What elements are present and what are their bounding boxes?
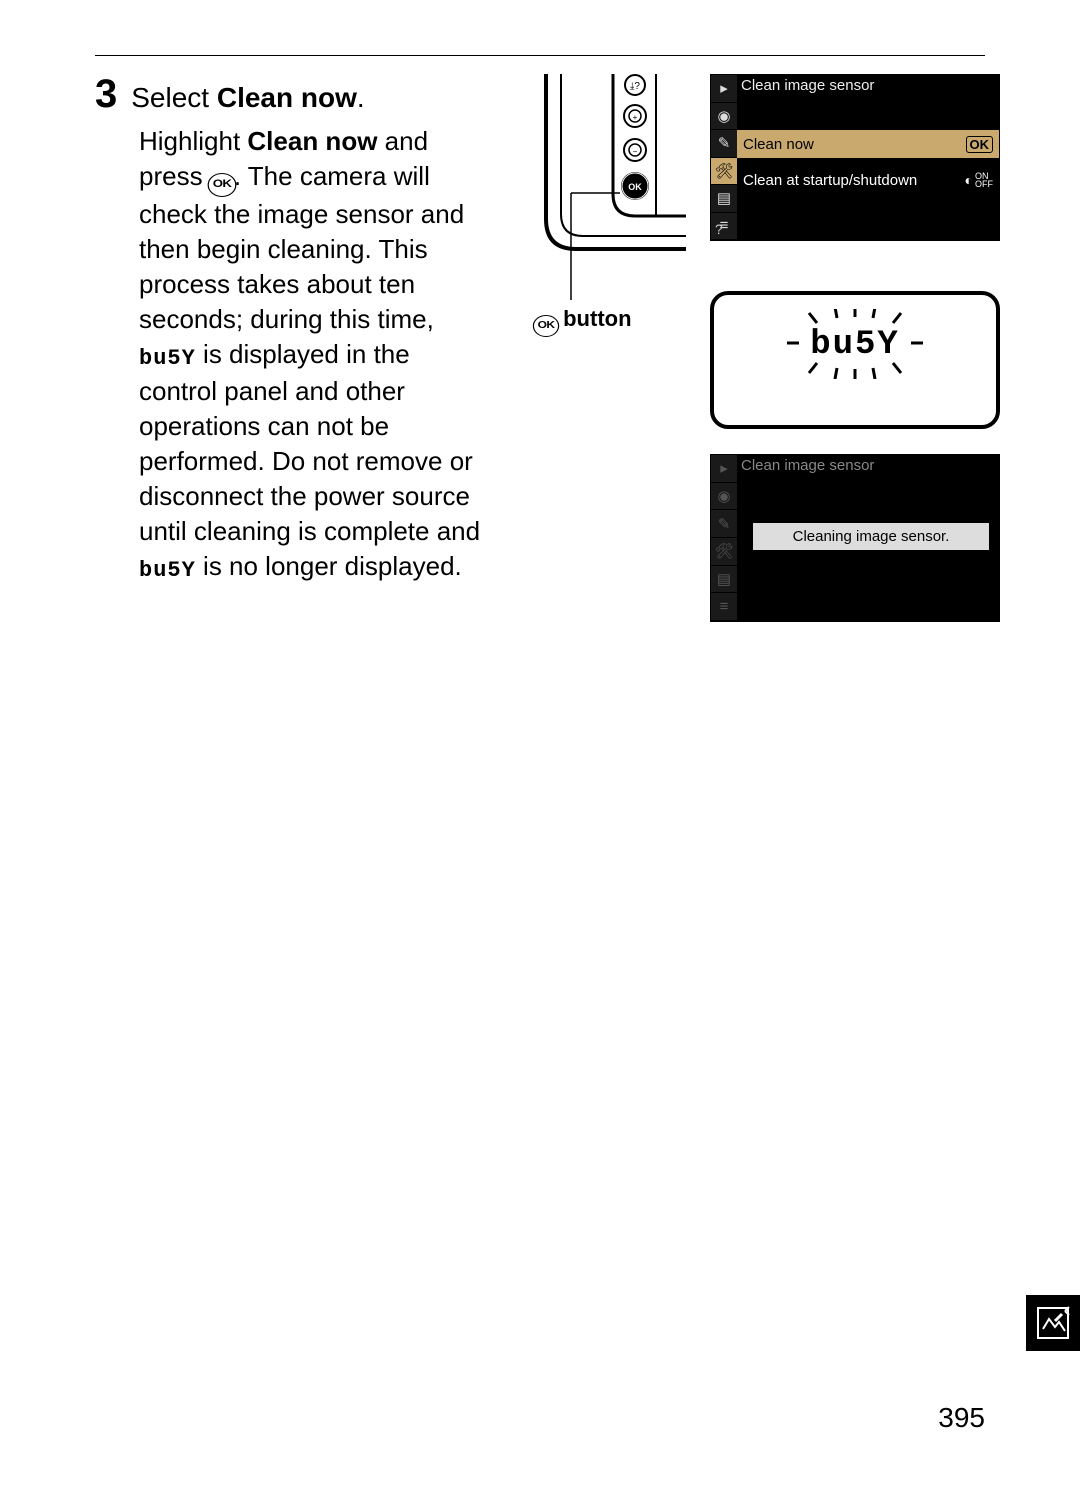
svg-text:OK: OK <box>628 182 642 192</box>
playback-tab-icon: ▸ <box>711 75 737 103</box>
graphics-column: ⤓? + − OK OK button <box>505 74 985 586</box>
help-icon: ? <box>715 221 723 237</box>
svg-text:⤓?: ⤓? <box>630 81 640 92</box>
playback-tab-icon: ▸ <box>711 455 737 483</box>
retouch-tab-icon: ▤ <box>711 185 737 213</box>
menu-title: Clean image sensor <box>741 457 874 474</box>
ok-button-caption: OK button <box>535 306 632 337</box>
text-column: 3 Select Clean now. Highlight Clean now … <box>95 74 485 586</box>
step-heading: 3 Select Clean now. <box>95 74 485 114</box>
menu-screen-clean-options: ▸ ◉ ✎ 🛠 ▤ ≡ Clean image sensor Clean now… <box>710 74 1000 241</box>
camera-tab-icon: ◉ <box>711 103 737 131</box>
svg-text:bu5Y: bu5Y <box>810 326 900 364</box>
svg-text:−: − <box>633 147 638 156</box>
control-panel-lcd: bu5Y <box>710 291 1000 429</box>
ok-badge: OK <box>966 136 994 153</box>
on-off-badge: ◐ONOFF <box>965 172 993 188</box>
step-title: Select Clean now. <box>131 82 364 114</box>
ok-icon: OK <box>533 315 559 337</box>
menu-sidebar: ▸ ◉ ✎ 🛠 ▤ ≡ <box>711 75 737 240</box>
top-rule <box>95 55 985 56</box>
menu-sidebar: ▸ ◉ ✎ 🛠 ▤ ≡ <box>711 455 737 621</box>
section-thumb-tab <box>1026 1295 1080 1351</box>
menu-row-clean-now[interactable]: Clean now OK <box>737 130 999 158</box>
setup-tab-icon: 🛠 <box>711 538 737 566</box>
menu-screen-cleaning-progress: ▸ ◉ ✎ 🛠 ▤ ≡ Clean image sensor Cleaning … <box>710 454 1000 622</box>
menu-row-startup-shutdown[interactable]: Clean at startup/shutdown ◐ONOFF <box>737 166 999 194</box>
camera-button-diagram: ⤓? + − OK <box>541 74 686 304</box>
recent-tab-icon: ≡ <box>711 593 737 621</box>
pencil-tab-icon: ✎ <box>711 130 737 158</box>
svg-text:+: + <box>633 113 638 122</box>
menu-title: Clean image sensor <box>741 77 874 94</box>
setup-tab-icon: 🛠 <box>711 158 737 186</box>
retouch-tab-icon: ▤ <box>711 566 737 594</box>
pencil-tab-icon: ✎ <box>711 510 737 538</box>
step-number: 3 <box>95 74 117 114</box>
busy-icon: bu5Y <box>139 558 196 583</box>
busy-icon: bu5Y <box>139 346 196 371</box>
step-body: Highlight Clean now and press OK. The ca… <box>139 124 485 586</box>
cleaning-status-box: Cleaning image sensor. <box>753 523 989 550</box>
page-number: 395 <box>938 1402 985 1434</box>
camera-tab-icon: ◉ <box>711 483 737 511</box>
ok-icon: OK <box>207 173 236 197</box>
content-row: 3 Select Clean now. Highlight Clean now … <box>95 74 985 586</box>
